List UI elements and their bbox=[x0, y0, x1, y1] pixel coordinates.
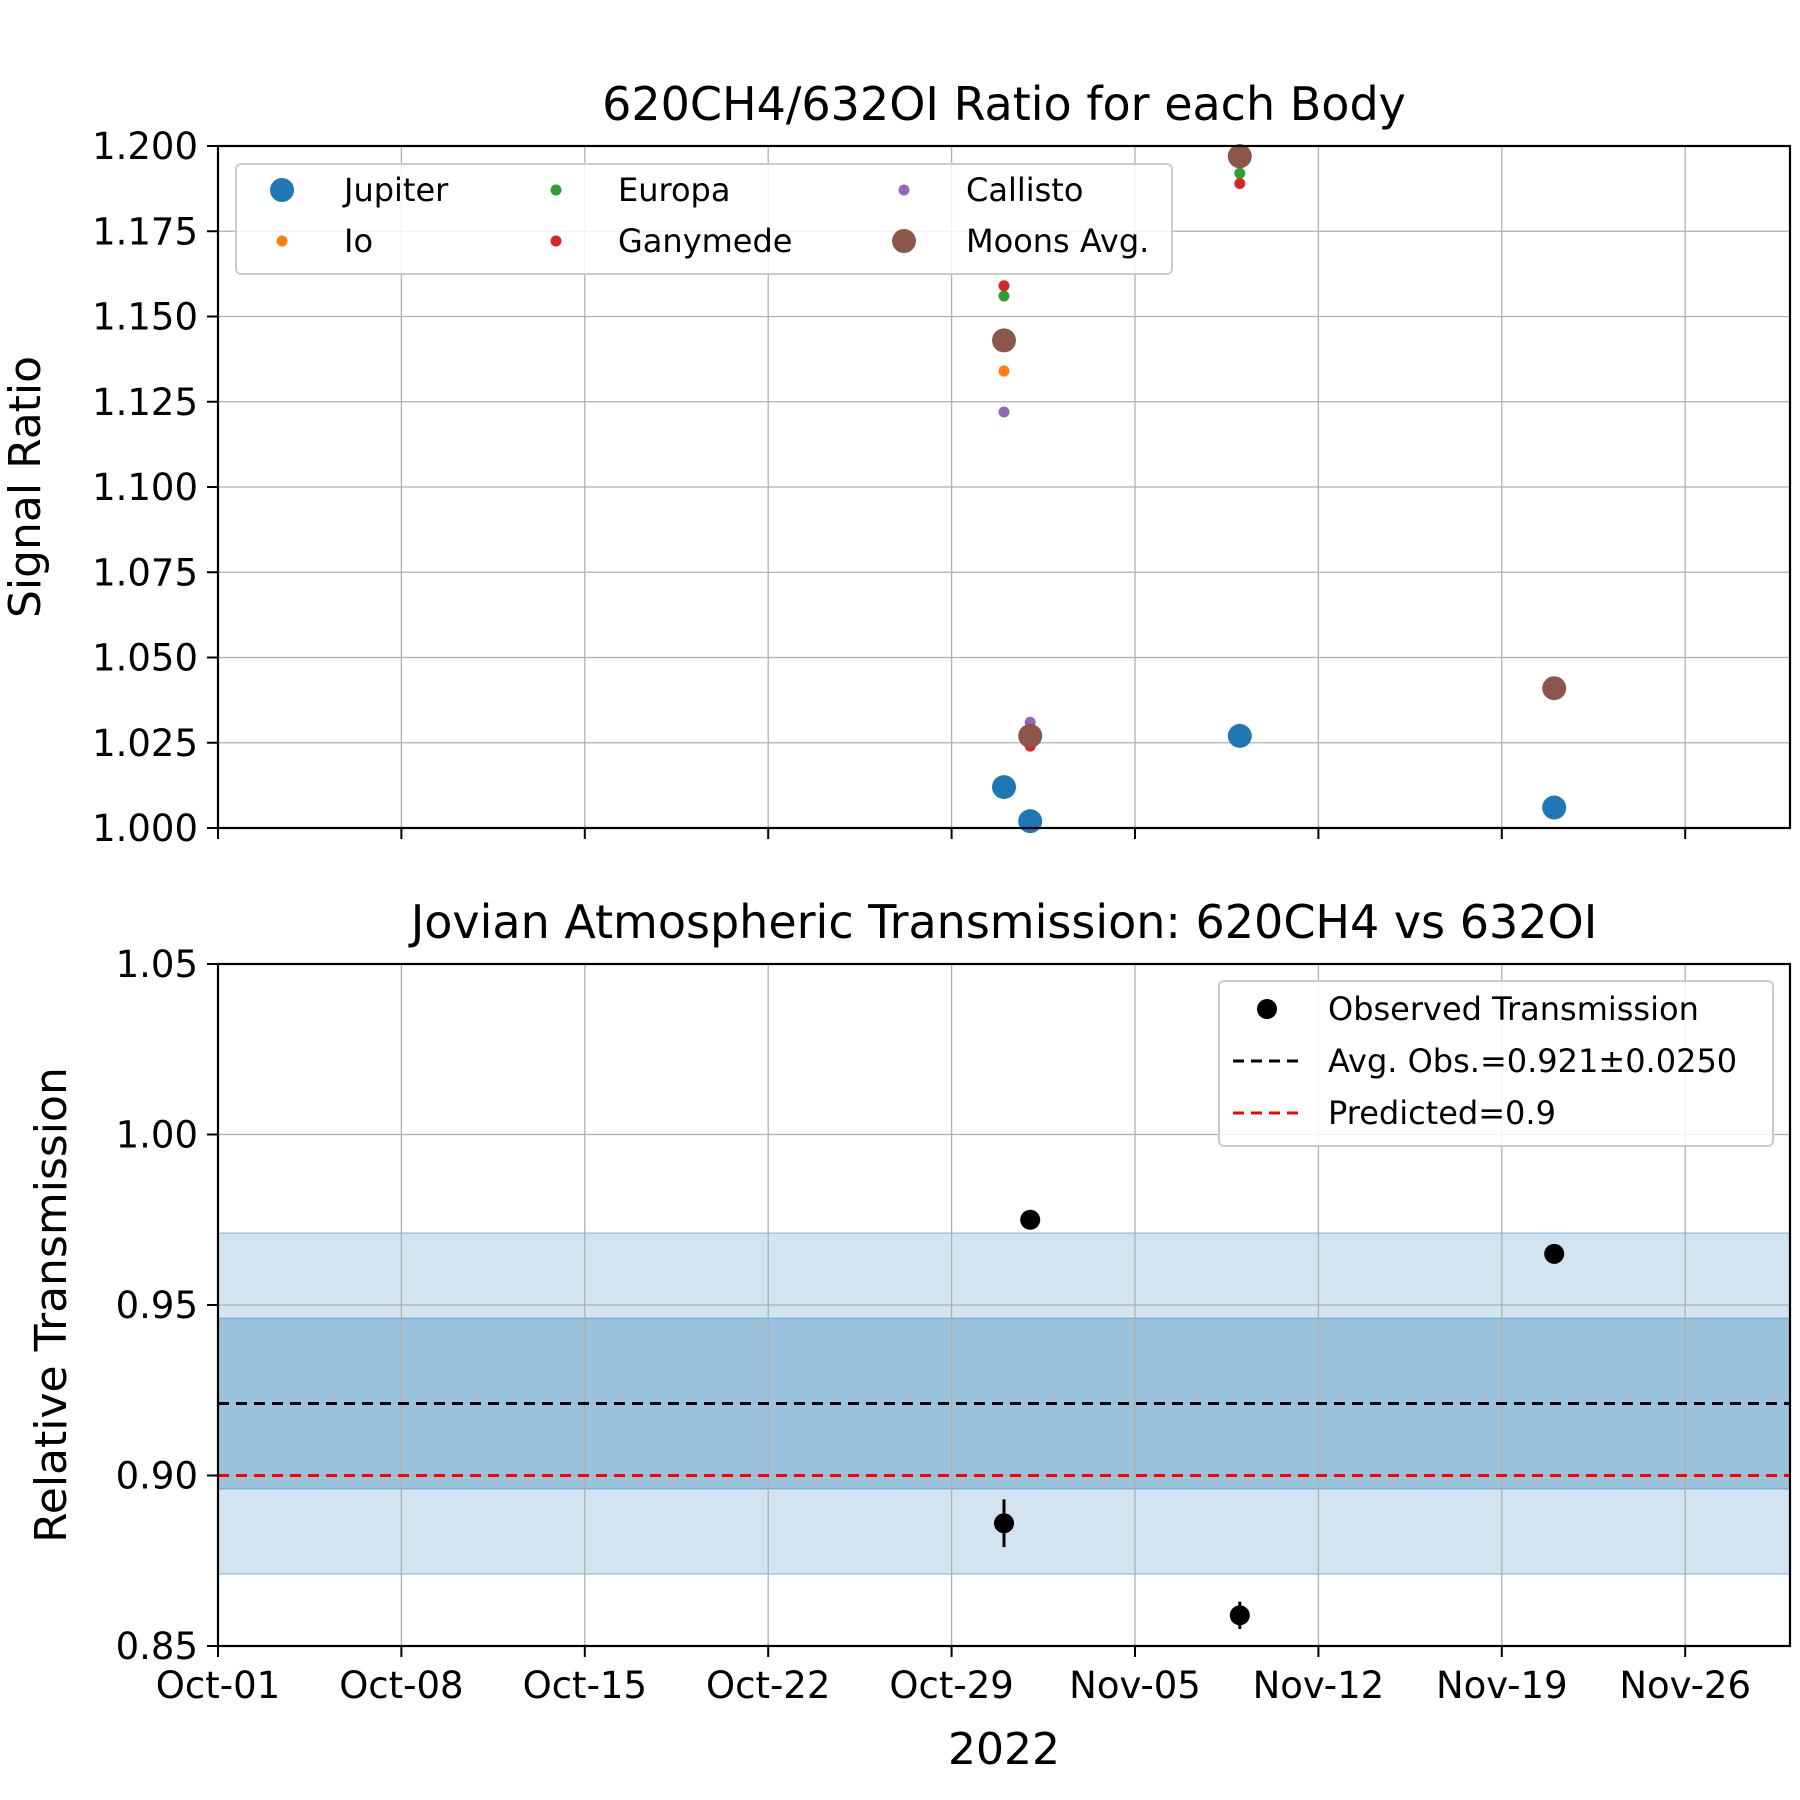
data-point bbox=[1227, 144, 1252, 169]
x-tick-label: Nov-26 bbox=[1619, 1664, 1751, 1707]
data-point bbox=[1234, 167, 1246, 179]
x-tick-label: Oct-29 bbox=[889, 1664, 1013, 1707]
y-tick-label: 1.175 bbox=[92, 210, 198, 253]
panel2-title: Jovian Atmospheric Transmission: 620CH4 … bbox=[408, 895, 1598, 949]
x-tick-label: Nov-19 bbox=[1436, 1664, 1568, 1707]
legend-label: Predicted=0.9 bbox=[1328, 1094, 1556, 1132]
y-tick-label: 1.125 bbox=[92, 381, 198, 424]
panel2-y-axis-label: Relative Transmission bbox=[26, 1067, 77, 1543]
x-tick-label: Oct-08 bbox=[339, 1664, 463, 1707]
panel1-title: 620CH4/632OI Ratio for each Body bbox=[602, 77, 1406, 131]
panel2-ticks: Oct-01 Oct-08 Oct-15 Oct-22 Oct-29 Nov-05 Nov-… bbox=[116, 943, 1751, 1707]
y-tick-label: 0.90 bbox=[116, 1455, 198, 1498]
legend-marker bbox=[892, 229, 916, 253]
data-point bbox=[998, 406, 1010, 418]
panel1-ticks: 1.000 1.025 1.050 1.075 1.100 1.125 1.150 1.175… bbox=[92, 125, 1687, 850]
y-tick-label: 1.000 bbox=[92, 807, 198, 850]
data-point bbox=[1020, 1209, 1041, 1230]
legend-label: Moons Avg. bbox=[966, 222, 1149, 260]
x-tick-label: Oct-01 bbox=[156, 1664, 280, 1707]
panel1-legend: Jupiter Io Europa Ganymede Callisto Moons Avg… bbox=[235, 163, 1173, 275]
data-point bbox=[1229, 1605, 1250, 1626]
legend-item-jupiter: Jupiter bbox=[270, 171, 449, 209]
series-moons-avg bbox=[992, 144, 1567, 748]
panel1-marks bbox=[992, 143, 1567, 834]
legend-label: Observed Transmission bbox=[1328, 990, 1699, 1028]
data-point bbox=[1542, 676, 1567, 701]
legend-label: Jupiter bbox=[342, 171, 449, 209]
y-tick-label: 1.100 bbox=[92, 466, 198, 509]
legend-box bbox=[235, 163, 1173, 275]
legend-label: Europa bbox=[618, 171, 730, 209]
x-tick-label: Oct-22 bbox=[706, 1664, 830, 1707]
legend-label: Callisto bbox=[966, 171, 1083, 209]
legend-marker bbox=[550, 184, 562, 196]
data-point bbox=[992, 775, 1016, 800]
series-observed-transmission bbox=[994, 1209, 1565, 1629]
data-point bbox=[1018, 809, 1043, 834]
data-point bbox=[998, 290, 1010, 302]
legend-item-europa: Europa bbox=[550, 171, 730, 209]
data-point bbox=[994, 1513, 1014, 1534]
data-point bbox=[1227, 723, 1252, 748]
legend-item-predicted-0-9: Predicted=0.9 bbox=[1233, 1094, 1556, 1132]
panel-transmission: Oct-01 Oct-08 Oct-15 Oct-22 Oct-29 Nov-05 Nov-… bbox=[26, 895, 1792, 1775]
legend-item-ganymede: Ganymede bbox=[550, 222, 792, 260]
data-point bbox=[1234, 178, 1246, 190]
y-tick-label: 1.050 bbox=[92, 637, 198, 680]
legend-item-callisto: Callisto bbox=[898, 171, 1083, 209]
data-point bbox=[1018, 723, 1043, 748]
legend-item-io: Io bbox=[276, 222, 373, 260]
legend-label: Ganymede bbox=[618, 222, 792, 260]
x-tick-label: Nov-05 bbox=[1069, 1664, 1201, 1707]
data-point bbox=[998, 365, 1010, 377]
y-tick-label: 0.85 bbox=[116, 1625, 198, 1668]
legend-label: Io bbox=[344, 222, 373, 260]
data-point bbox=[1542, 795, 1567, 820]
panel2-marks bbox=[218, 1209, 1790, 1629]
legend-item-avg-obs-0-921-0-0250: Avg. Obs.=0.921±0.0250 bbox=[1233, 1042, 1737, 1080]
legend-marker bbox=[270, 178, 294, 202]
y-tick-label: 1.150 bbox=[92, 296, 198, 339]
panel-signal-ratio: 1.000 1.025 1.050 1.075 1.100 1.125 1.150 1.175… bbox=[0, 77, 1792, 850]
y-tick-label: 1.00 bbox=[116, 1114, 198, 1157]
legend-marker bbox=[1257, 999, 1277, 1019]
legend-marker bbox=[898, 184, 910, 196]
panel2-x-axis-label: 2022 bbox=[948, 1724, 1060, 1775]
x-tick-label: Nov-12 bbox=[1253, 1664, 1385, 1707]
panel2-legend: Observed Transmission Avg. Obs.=0.921±0.0… bbox=[1218, 980, 1774, 1147]
data-point bbox=[1544, 1243, 1565, 1264]
y-tick-label: 0.95 bbox=[116, 1284, 198, 1327]
legend-marker bbox=[276, 235, 288, 247]
x-tick-label: Oct-15 bbox=[523, 1664, 647, 1707]
data-point bbox=[992, 328, 1016, 353]
data-point bbox=[998, 280, 1010, 292]
legend-label: Avg. Obs.=0.921±0.0250 bbox=[1328, 1042, 1737, 1080]
panel1-y-axis-label: Signal Ratio bbox=[0, 356, 51, 618]
legend-marker bbox=[550, 235, 562, 247]
legend-item-observed-transmission: Observed Transmission bbox=[1257, 990, 1699, 1028]
series-jupiter bbox=[992, 723, 1567, 834]
y-tick-label: 1.075 bbox=[92, 551, 198, 594]
y-tick-label: 1.200 bbox=[92, 125, 198, 168]
y-tick-label: 1.05 bbox=[116, 943, 198, 986]
legend-box bbox=[1218, 980, 1774, 1147]
legend-item-moons-avg: Moons Avg. bbox=[892, 222, 1149, 260]
y-tick-label: 1.025 bbox=[92, 722, 198, 765]
